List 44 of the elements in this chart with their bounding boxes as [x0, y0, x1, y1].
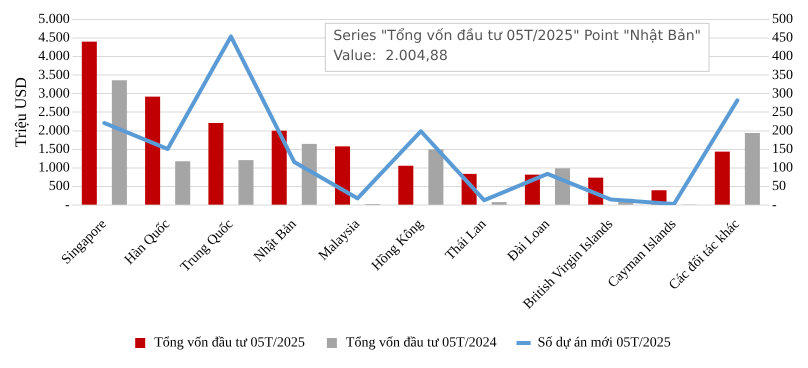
y2-tick-label: 100	[772, 160, 793, 176]
annotation: Value: 2.004,88	[333, 48, 448, 64]
y-tick-label: 1.500	[38, 142, 70, 158]
bar	[744, 133, 760, 205]
bar	[492, 202, 507, 205]
legend-label: Số dự án mới 05T/2025	[538, 336, 671, 351]
bar	[175, 161, 190, 205]
y2-tick-label: 50	[772, 179, 786, 194]
bar	[714, 152, 730, 205]
y-tick-label: 3.000	[38, 86, 70, 102]
y2-tick-label: -	[772, 198, 777, 213]
bar	[272, 130, 287, 205]
bar	[335, 146, 350, 205]
bar	[428, 149, 444, 205]
bar	[302, 144, 317, 205]
y-tick-label: 2.000	[38, 123, 70, 138]
y2-tick-label: 150	[772, 142, 793, 158]
annotation: Series "Tổng vốn đầu tư 05T/2025" Point "Nhật Bản"	[333, 27, 702, 44]
y-tick-label: 1.000	[38, 160, 70, 176]
y2-tick-label: 450	[772, 30, 793, 46]
x-tick-label: Nhật Bản	[251, 216, 300, 266]
y2-tick-label: 200	[772, 123, 793, 138]
y-tick-label: 500	[48, 179, 70, 194]
bar	[208, 123, 224, 205]
y-axis-title: Triệu USD	[12, 77, 30, 148]
x-tick-label: Thái Lan	[442, 216, 490, 264]
legend-label: Tổng vốn đầu tư 05T/2025	[154, 336, 305, 351]
bar	[145, 96, 160, 205]
bar	[112, 80, 127, 205]
y-tick-label: 5.000	[38, 12, 70, 28]
bar	[82, 42, 97, 205]
y-tick-label: 4.000	[38, 49, 70, 64]
y2-tick-label: 400	[772, 49, 793, 64]
y-tick-label: 2.500	[38, 104, 70, 120]
y-tick-label: -	[65, 198, 70, 213]
y2-tick-label: 300	[772, 86, 793, 102]
y2-tick-label: 350	[772, 68, 793, 83]
y-tick-label: 3.500	[38, 68, 70, 83]
y2-tick-label: 250	[772, 104, 793, 120]
y-tick-label: 4.500	[38, 30, 70, 46]
y2-tick-label: 500	[772, 12, 793, 28]
bar	[238, 160, 254, 205]
bar	[398, 166, 414, 205]
legend-label: Tổng vốn đầu tư 05T/2024	[346, 336, 497, 351]
